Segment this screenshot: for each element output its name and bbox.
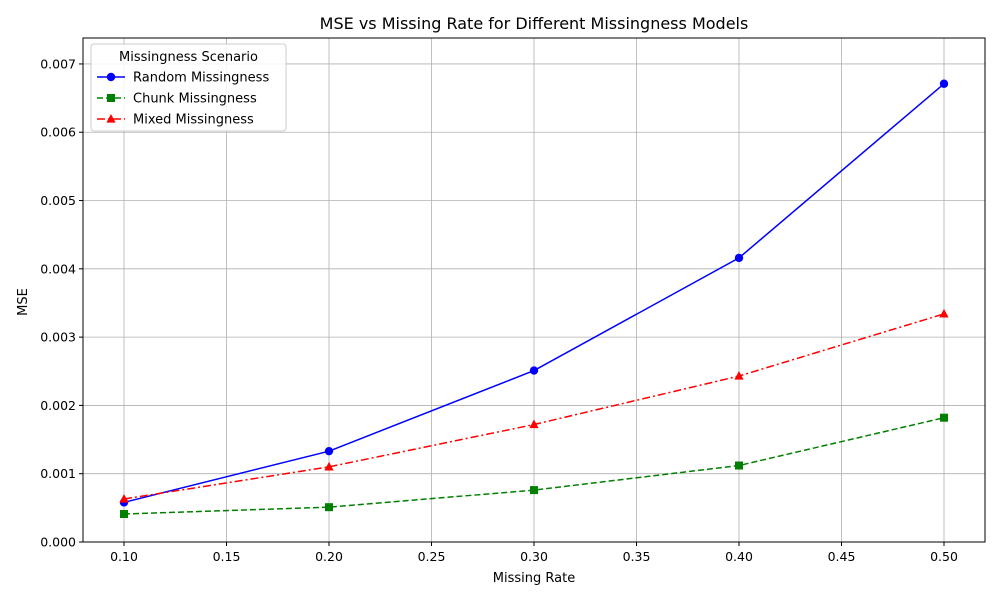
legend-marker [106,72,116,82]
x-tick-label: 0.45 [828,549,856,564]
data-point [734,253,744,263]
x-tick-label: 0.50 [930,549,958,564]
data-point [120,510,128,518]
y-tick-label: 0.006 [40,125,76,140]
data-point [734,371,744,380]
data-point [530,486,538,495]
data-point [325,503,333,512]
data-point [119,493,129,503]
legend-title: Missingness Scenario [119,50,258,65]
data-point [529,419,539,429]
x-tick-label: 0.10 [110,549,138,564]
x-tick-label: 0.15 [213,549,241,564]
y-tick-label: 0.000 [40,535,76,550]
legend-item: Random Missingness [97,71,269,86]
data-point [529,366,539,375]
legend-item: Chunk Missingness [97,92,257,107]
x-tick-label: 0.30 [520,549,548,564]
legend: Missingness Scenario Random Missingness Ch… [90,43,287,132]
x-tick-label: 0.25 [418,549,446,564]
y-axis: 0.000 0.001 0.002 0.003 0.004 0.005 0.006 0.007 [40,56,83,550]
data-point [324,461,334,471]
legend-box [90,43,287,132]
legend-item: Mixed Missingness [97,113,254,128]
y-tick-label: 0.004 [40,261,76,276]
legend-label: Chunk Missingness [133,92,257,107]
chart-title: MSE vs Missing Rate for Different Missin… [320,14,749,33]
y-tick-label: 0.007 [40,56,76,71]
y-axis-label: MSE [16,288,31,316]
legend-marker [107,94,115,102]
x-axis-label: Missing Rate [493,571,575,586]
series-layer [119,79,949,518]
series-2 [120,413,948,518]
x-tick-label: 0.35 [623,549,651,564]
y-tick-label: 0.005 [40,193,76,208]
data-point [939,308,949,318]
x-tick-label: 0.20 [315,549,343,564]
legend-label: Random Missingness [133,71,269,86]
x-axis: 0.10 0.15 0.20 0.25 0.30 0.35 0.40 0.45 0.50 [110,542,958,564]
y-tick-label: 0.001 [40,466,76,481]
data-point [735,461,743,470]
legend-label: Mixed Missingness [133,113,254,128]
y-tick-label: 0.003 [40,330,76,345]
data-point [324,446,334,456]
series-3 [119,308,949,503]
x-tick-label: 0.40 [725,549,753,564]
data-point [940,413,948,422]
y-tick-label: 0.002 [40,398,76,413]
legend-marker [106,114,116,123]
data-point [939,79,949,88]
